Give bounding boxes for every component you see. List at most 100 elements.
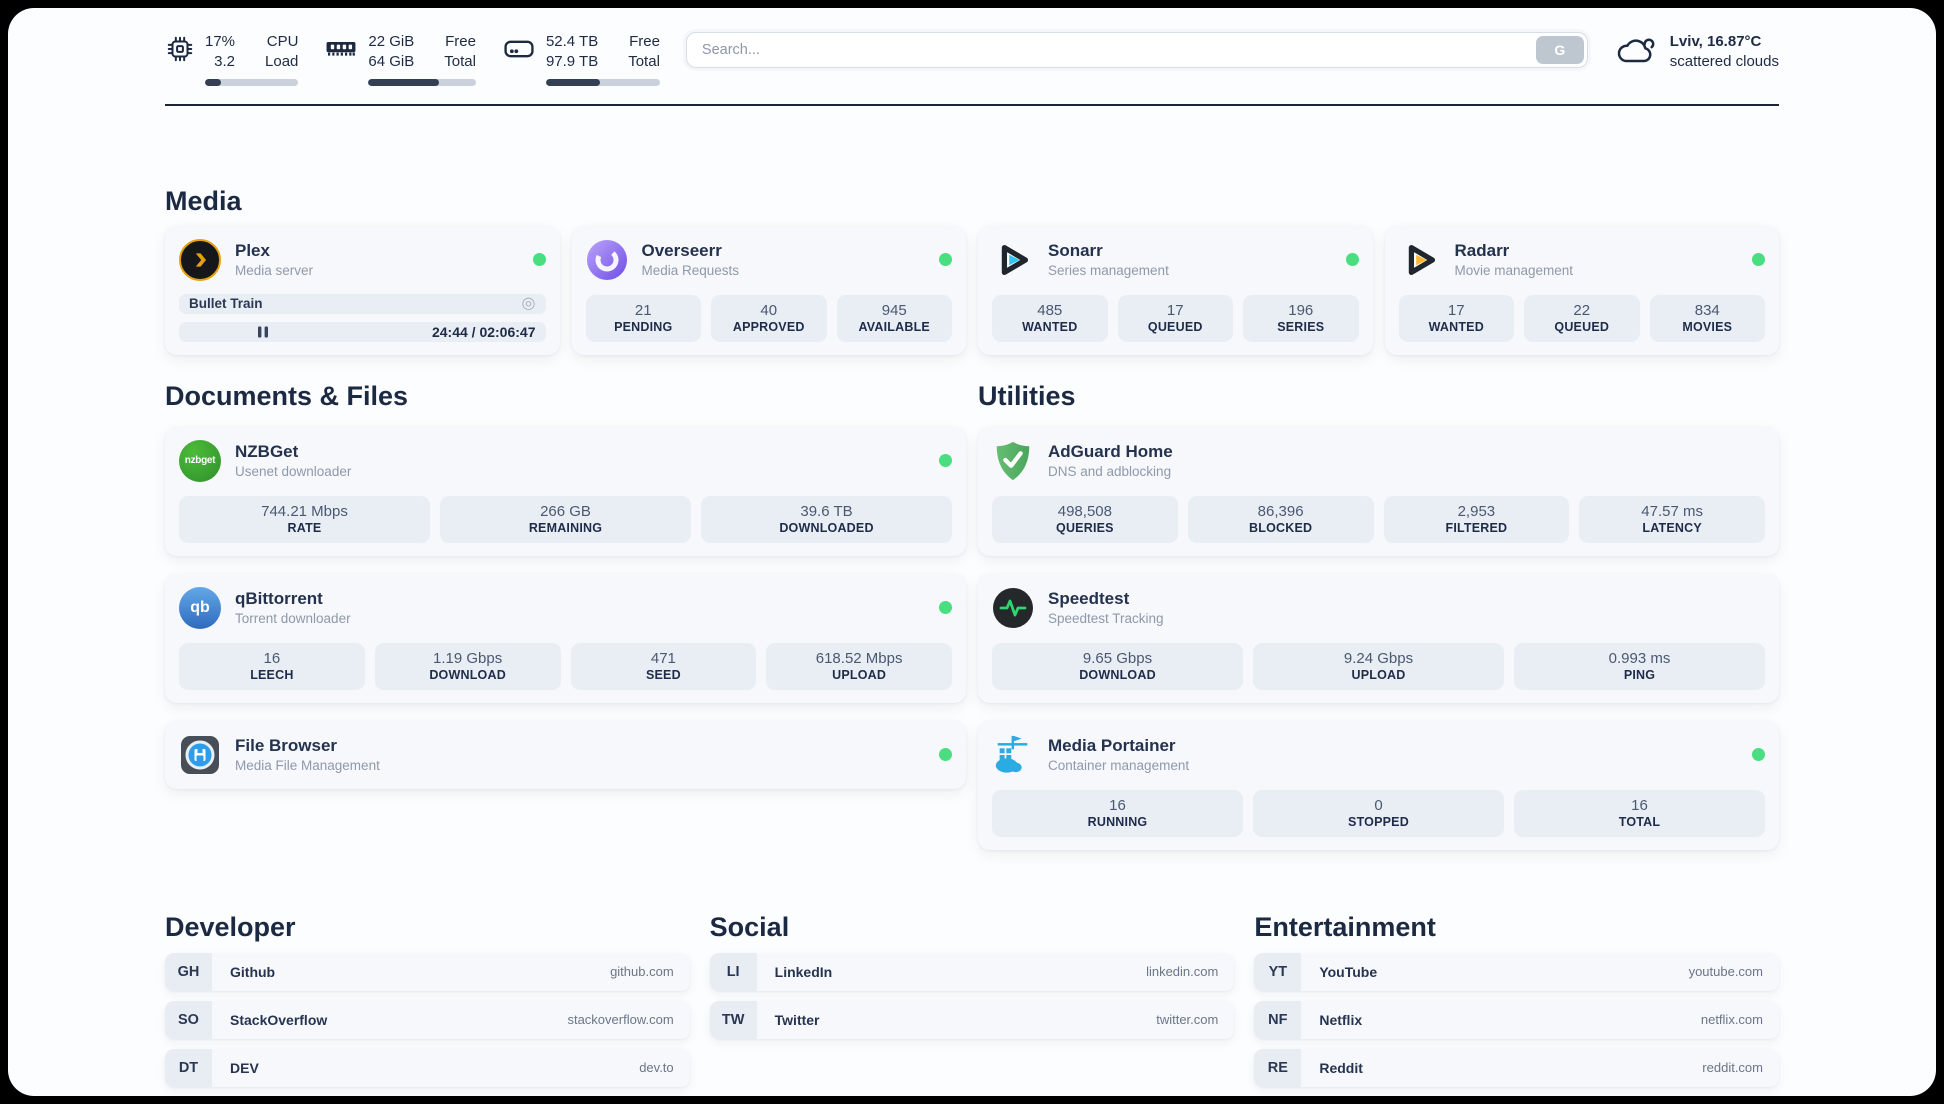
storage-labels: Free Total xyxy=(628,33,660,70)
section-title-entertainment: Entertainment xyxy=(1254,911,1436,942)
memory-widget: 22 GiB 64 GiB Free Total xyxy=(324,32,476,86)
overseerr-meta: Overseerr Media Requests xyxy=(642,241,740,278)
stat-value: 22 xyxy=(1573,302,1591,320)
sonarr-meta: Sonarr Series management xyxy=(1048,241,1169,278)
sonarr-stats: 485 WANTED 17 QUEUED 196 SERIES xyxy=(992,294,1359,342)
bookmark-url: dev.to xyxy=(639,1060,674,1076)
bookmark-name: Github xyxy=(230,963,276,980)
bookmark-abbr: NF xyxy=(1254,1000,1302,1039)
app-card-qbittorrent[interactable]: qb qBittorrent Torrent downloader 16 LEE… xyxy=(165,573,966,703)
app-card-overseerr[interactable]: Overseerr Media Requests 21 PENDING 40 A… xyxy=(571,225,966,355)
stat-label: QUEUED xyxy=(1147,320,1203,335)
app-name: Media Portainer xyxy=(1048,736,1176,756)
bookmark-stackoverflow[interactable]: SO StackOverflow stackoverflow.com xyxy=(165,1000,690,1039)
bookmark-linkedin[interactable]: LI LinkedIn linkedin.com xyxy=(709,952,1235,991)
plex-header: Plex Media server xyxy=(179,238,546,281)
sonarr-icon xyxy=(992,239,1034,281)
speedtest-header: Speedtest Speedtest Tracking xyxy=(992,587,1765,629)
memory-values: 22 GiB 64 GiB xyxy=(368,33,415,70)
radarr-meta: Radarr Movie management xyxy=(1455,241,1574,278)
app-subtitle: Speedtest Tracking xyxy=(1048,611,1164,627)
pause-button[interactable] xyxy=(258,326,269,338)
status-dot xyxy=(939,748,952,762)
bookmark-group-entertainment: Entertainment YT YouTube youtube.com NF … xyxy=(1254,912,1779,1087)
storage-widget: 52.4 TB 97.9 TB Free Total xyxy=(502,32,660,86)
bookmark-reddit[interactable]: RE Reddit reddit.com xyxy=(1254,1048,1779,1087)
stat-label: RATE xyxy=(287,521,322,536)
stat-label: SERIES xyxy=(1277,320,1325,335)
player-row: 24:44 / 02:06:47 xyxy=(179,321,546,342)
stat-label: QUEUED xyxy=(1554,320,1610,335)
stat-label: RUNNING xyxy=(1087,815,1148,830)
app-card-portainer[interactable]: Media Portainer Container management 16 … xyxy=(978,720,1779,850)
filebrowser-meta: File Browser Media File Management xyxy=(235,736,380,773)
bookmark-url: netflix.com xyxy=(1700,1012,1763,1028)
app-card-sonarr[interactable]: Sonarr Series management 485 WANTED 17 Q… xyxy=(978,225,1373,355)
utilities-column: Utilities xyxy=(978,381,1779,850)
stat-filtered: 2,953 FILTERED xyxy=(1383,495,1570,543)
stat-label: SEED xyxy=(645,668,681,683)
app-name: qBittorrent xyxy=(235,589,323,609)
stat-label: QUERIES xyxy=(1056,521,1114,536)
search-engine-button[interactable]: G xyxy=(1535,36,1584,64)
stat-upload: 9.24 Gbps UPLOAD xyxy=(1253,642,1504,690)
bookmark-abbr: YT xyxy=(1254,952,1302,991)
search-input[interactable] xyxy=(689,42,1536,58)
utilities-stack: AdGuard Home DNS and adblocking 498,508 … xyxy=(978,426,1779,850)
sonarr-header: Sonarr Series management xyxy=(992,239,1359,281)
app-card-filebrowser[interactable]: File Browser Media File Management xyxy=(165,720,966,789)
cpu-values: 17% 3.2 xyxy=(205,33,236,70)
bookmark-dev[interactable]: DT DEV dev.to xyxy=(165,1048,690,1087)
stat-value: 471 xyxy=(650,650,676,668)
qbittorrent-stats: 16 LEECH 1.19 Gbps DOWNLOAD 471 SEED 6 xyxy=(179,642,952,690)
middle-columns: Documents & Files nzbget NZBGet Usenet d… xyxy=(165,381,1779,850)
app-name: Radarr xyxy=(1454,241,1510,261)
app-card-speedtest[interactable]: Speedtest Speedtest Tracking 9.65 Gbps D… xyxy=(978,573,1779,703)
cpu-chip-icon xyxy=(165,32,195,69)
stat-value: 86,396 xyxy=(1257,503,1304,521)
app-card-plex[interactable]: Plex Media server Bullet Train ◎ 24:44 /… xyxy=(165,225,560,355)
stat-seed: 471 SEED xyxy=(570,642,757,690)
bookmark-youtube[interactable]: YT YouTube youtube.com xyxy=(1254,952,1779,991)
stat-value: 1.19 Gbps xyxy=(433,650,503,668)
weather-text: Lviv, 16.87°C scattered clouds xyxy=(1670,32,1779,73)
stat-value: 0.993 ms xyxy=(1608,650,1671,668)
portainer-meta: Media Portainer Container management xyxy=(1048,736,1189,773)
stat-value: 39.6 TB xyxy=(800,503,853,521)
bookmark-github[interactable]: GH Github github.com xyxy=(165,952,690,991)
bookmark-twitter[interactable]: TW Twitter twitter.com xyxy=(709,1000,1235,1039)
cast-icon[interactable]: ◎ xyxy=(521,294,536,312)
section-title-developer: Developer xyxy=(165,911,296,942)
stat-pending: 21 PENDING xyxy=(585,294,701,342)
storage-usage-bar-fill xyxy=(545,78,600,86)
search-bar: G xyxy=(685,32,1588,68)
stat-rate: 744.21 Mbps RATE xyxy=(179,495,430,543)
stat-total: 16 TOTAL xyxy=(1514,789,1765,837)
stat-stopped: 0 STOPPED xyxy=(1253,789,1504,837)
bookmark-name: Netflix xyxy=(1319,1011,1363,1028)
filebrowser-icon xyxy=(179,734,221,776)
stat-label: TOTAL xyxy=(1618,815,1661,830)
app-subtitle: Series management xyxy=(1048,263,1169,279)
weather-location: Lviv, 16.87°C xyxy=(1669,33,1762,50)
app-card-radarr[interactable]: Radarr Movie management 17 WANTED 22 QUE… xyxy=(1384,225,1779,355)
stat-label: UPLOAD xyxy=(832,668,887,683)
stat-wanted: 485 WANTED xyxy=(992,294,1108,342)
bookmark-abbr: LI xyxy=(709,952,757,991)
storage-usage-bar xyxy=(545,78,660,86)
nzbget-header: nzbget NZBGet Usenet downloader xyxy=(179,439,952,482)
app-subtitle: Torrent downloader xyxy=(235,611,351,627)
stat-upload: 618.52 Mbps UPLOAD xyxy=(766,642,952,690)
stat-label: BLOCKED xyxy=(1249,521,1313,536)
app-card-nzbget[interactable]: nzbget NZBGet Usenet downloader 744.21 M… xyxy=(165,426,966,556)
stat-value: 2,953 xyxy=(1457,503,1496,521)
bookmark-abbr: GH xyxy=(165,952,212,991)
bookmark-netflix[interactable]: NF Netflix netflix.com xyxy=(1254,1000,1779,1039)
storage-values: 52.4 TB 97.9 TB xyxy=(545,33,599,70)
memory-labels: Free Total xyxy=(444,33,476,70)
nzbget-stats: 744.21 Mbps RATE 266 GB REMAINING 39.6 T… xyxy=(179,495,952,543)
stat-value: 47.57 ms xyxy=(1641,503,1703,521)
dashboard: 17% 3.2 CPU Load xyxy=(8,8,1936,1096)
app-card-adguard[interactable]: AdGuard Home DNS and adblocking 498,508 … xyxy=(978,426,1779,556)
stat-latency: 47.57 ms LATENCY xyxy=(1579,495,1765,543)
